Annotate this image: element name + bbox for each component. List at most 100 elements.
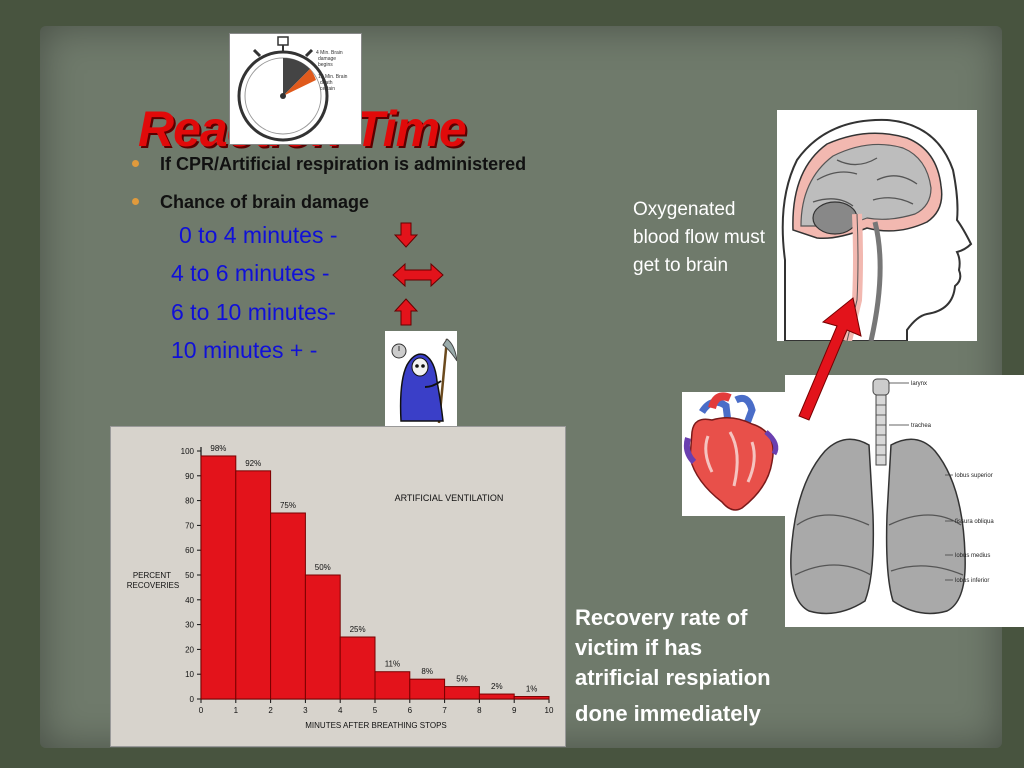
- up-arrow-icon: [394, 298, 418, 326]
- chart-y-tick-label: 40: [185, 596, 194, 605]
- chart-bar: [409, 678, 446, 700]
- chart-bar-label: 5%: [456, 675, 468, 684]
- stopwatch-label-1b: damage: [318, 56, 336, 62]
- chart-x-tick-label: 9: [512, 706, 517, 715]
- recovery-line-4: done immediately: [575, 701, 761, 726]
- bullet-text: If CPR/Artificial respiration is adminis…: [160, 154, 527, 174]
- chart-x-tick-label: 1: [234, 706, 239, 715]
- svg-text:10 Min. Brain death: 10 Min. Brain death certain: [318, 74, 349, 92]
- chart-bar-label: 1%: [526, 685, 538, 694]
- range-label: 10 minutes + -: [171, 337, 318, 363]
- label-trachea: trachea: [911, 423, 932, 429]
- chart-ylabel-line-2: RECOVERIES: [127, 581, 179, 590]
- chart-bar-labels: 98% 92% 75% 50% 25% 11% 8% 5% 2% 1%: [210, 444, 537, 694]
- recovery-chart-svg: ARTIFICIAL VENTILATION PERCENT RECOVERIE…: [127, 444, 554, 730]
- bullet-item: Chance of brain damage: [130, 188, 526, 226]
- chart-ylabel-line-1: PERCENT: [133, 571, 171, 580]
- bullet-text: Chance of brain damage: [160, 192, 370, 212]
- svg-text:4 Min. Brain damage: 4 Min. Brain damage begins: [316, 50, 344, 68]
- range-10-plus: 10 minutes + -: [171, 337, 317, 364]
- bullet-dot-icon: [132, 160, 139, 167]
- chart-y-tick-label: 10: [185, 670, 194, 679]
- chart-xlabel: MINUTES AFTER BREATHING STOPS: [305, 721, 447, 730]
- bullet-item: If CPR/Artificial respiration is adminis…: [130, 150, 526, 188]
- chart-bar: [270, 512, 306, 700]
- down-arrow-icon: [394, 222, 418, 248]
- recovery-line-2: victim if has: [575, 635, 703, 660]
- chart-bar: [339, 636, 376, 700]
- oxygen-note: Oxygenated blood flow must get to brain: [633, 199, 766, 276]
- chart-bar: [444, 686, 480, 700]
- chart-y-tick-label: 30: [185, 621, 194, 630]
- chart-bar-label: 50%: [315, 563, 331, 572]
- chart-bar: [478, 693, 515, 700]
- chart-bars: [200, 455, 550, 700]
- chart-x-tick-label: 5: [373, 706, 378, 715]
- chart-y-tick-label: 60: [185, 546, 194, 555]
- chart-y-tick-label: 70: [185, 521, 194, 530]
- brain-head-image: [777, 110, 977, 343]
- stopwatch-image: 4 Min. Brain damage begins 10 Min. Brain…: [229, 33, 362, 145]
- chart-y-tick-label: 80: [185, 497, 194, 506]
- chart-x-tick-label: 10: [545, 706, 554, 715]
- grim-reaper-icon: [391, 338, 458, 424]
- stopwatch-label-2b: death: [320, 80, 333, 86]
- chart-x-tick-label: 4: [338, 706, 343, 715]
- brain-head-icon: [781, 118, 973, 343]
- stopwatch-label-2c: certain: [320, 86, 335, 92]
- chart-bar: [235, 470, 272, 700]
- label-lobus-superior: lobus superior: [955, 473, 993, 479]
- recovery-text: Recovery rate of victim if has atrificia…: [575, 603, 855, 729]
- lungs-icon: larynx trachea lobus superior fissura ob…: [790, 378, 995, 615]
- grim-reaper-image: [385, 331, 458, 427]
- range-4-6: 4 to 6 minutes -: [171, 260, 330, 287]
- chart-ylabel: PERCENT RECOVERIES: [127, 571, 179, 590]
- chart-y-tick-label: 90: [185, 472, 194, 481]
- chart-x-tick-label: 8: [477, 706, 482, 715]
- chart-bar-label: 25%: [350, 625, 366, 634]
- chart-bar-label: 98%: [210, 444, 226, 453]
- range-label: 4 to 6 minutes -: [171, 260, 330, 286]
- chart-y-tick-label: 100: [181, 447, 195, 456]
- stopwatch-label-2a: 10 Min. Brain: [318, 74, 348, 80]
- stopwatch-icon: 4 Min. Brain damage begins 10 Min. Brain…: [237, 36, 349, 142]
- stopwatch-label-1c: begins: [318, 62, 333, 68]
- chart-bar: [200, 455, 237, 700]
- chart-x-tick-label: 7: [442, 706, 447, 715]
- range-label: 6 to 10 minutes-: [171, 299, 336, 325]
- chart-bar-label: 2%: [491, 682, 503, 691]
- chart-bar-label: 8%: [421, 667, 433, 676]
- chart-bar: [374, 671, 411, 700]
- range-label: 0 to 4 minutes -: [179, 222, 338, 248]
- chart-y-tick-label: 50: [185, 571, 194, 580]
- label-lobus-medius: lobus medius: [955, 553, 990, 559]
- label-lobus-inferior: lobus inferior: [955, 578, 989, 584]
- label-fissura-obliqua: fissura obliqua: [955, 519, 994, 525]
- chart-x-tick-label: 2: [268, 706, 273, 715]
- recovery-line-1: Recovery rate of: [575, 605, 748, 630]
- stopwatch-label-1a: 4 Min. Brain: [316, 50, 343, 56]
- bullet-list: If CPR/Artificial respiration is adminis…: [130, 150, 526, 226]
- chart-x-tick-label: 0: [199, 706, 204, 715]
- heart-icon: [683, 392, 779, 511]
- chart-title: ARTIFICIAL VENTILATION: [395, 493, 504, 503]
- label-larynx: larynx: [911, 381, 927, 387]
- range-0-4: 0 to 4 minutes -: [179, 222, 338, 249]
- recovery-line-3: atrificial respiation: [575, 665, 771, 690]
- svg-text:larynx trachea lob: larynx trachea lobus superior fissura ob…: [911, 381, 995, 584]
- chart-x-tick-label: 6: [408, 706, 413, 715]
- chart-y-tick-label: 20: [185, 645, 194, 654]
- red-flow-arrow-icon: [798, 297, 862, 421]
- left-right-arrow-icon: [392, 262, 444, 288]
- chart-x-tick-label: 3: [303, 706, 308, 715]
- bullet-dot-icon: [132, 198, 139, 205]
- range-6-10: 6 to 10 minutes-: [171, 299, 336, 326]
- recovery-chart: ARTIFICIAL VENTILATION PERCENT RECOVERIE…: [110, 426, 566, 747]
- heart-image: [682, 392, 785, 516]
- chart-bar-label: 92%: [245, 459, 261, 468]
- chart-bar: [513, 696, 550, 700]
- chart-bar-label: 75%: [280, 501, 296, 510]
- chart-bar: [304, 574, 341, 700]
- chart-y-tick-label: 0: [190, 695, 195, 704]
- chart-bar-label: 11%: [385, 660, 400, 669]
